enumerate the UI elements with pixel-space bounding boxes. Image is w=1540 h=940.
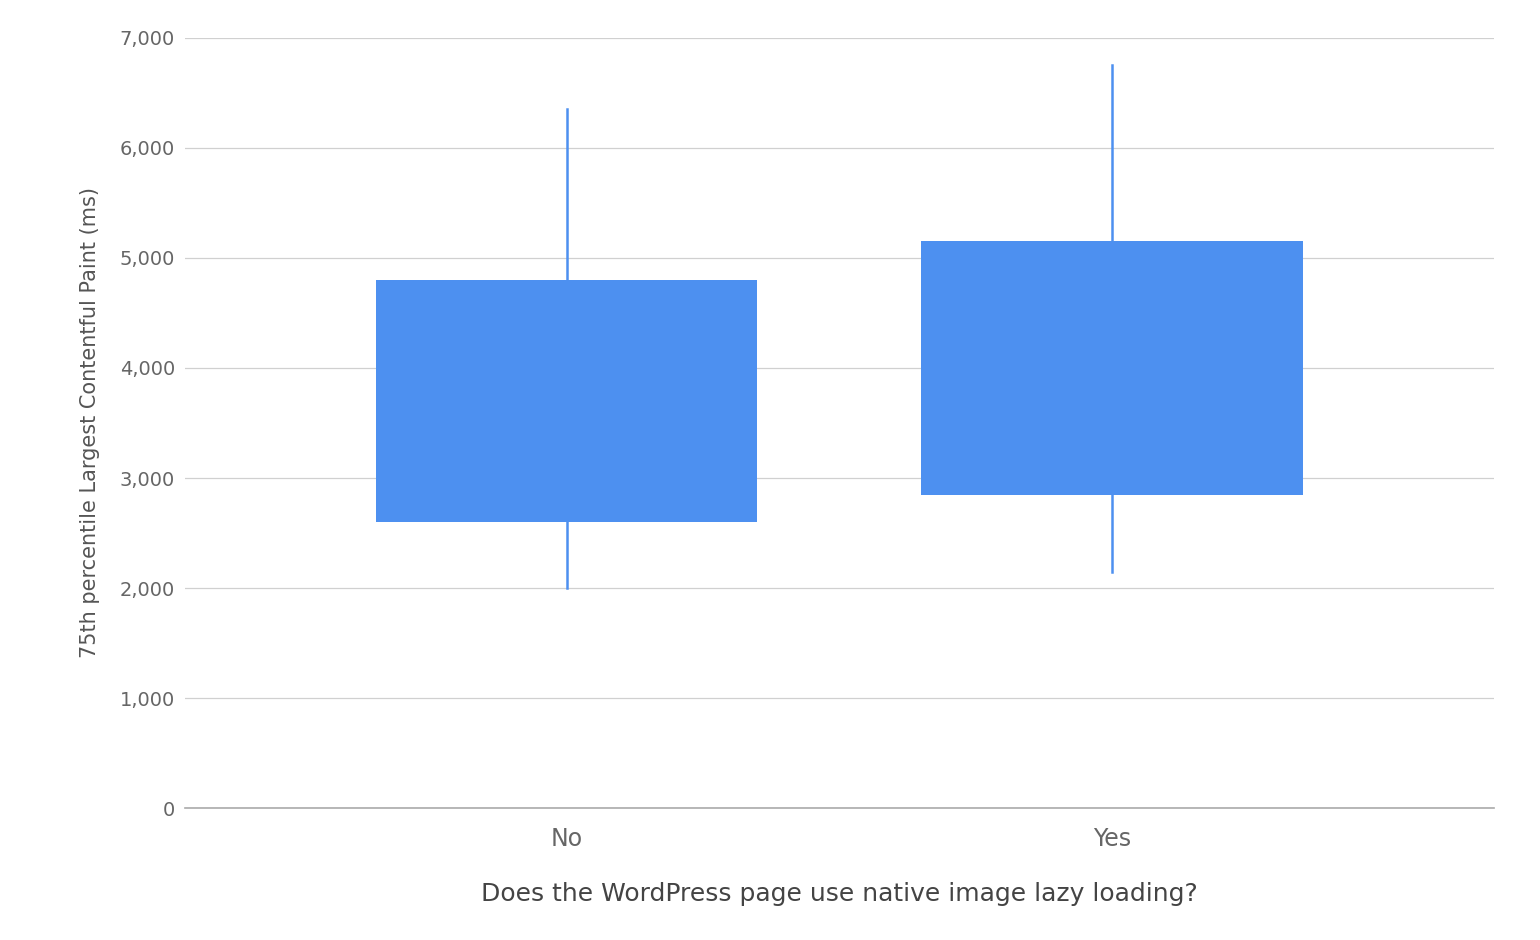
Bar bbox=[921, 242, 1303, 494]
Bar bbox=[376, 280, 758, 522]
Y-axis label: 75th percentile Largest Contentful Paint (ms): 75th percentile Largest Contentful Paint… bbox=[80, 187, 100, 659]
X-axis label: Does the WordPress page use native image lazy loading?: Does the WordPress page use native image… bbox=[480, 882, 1198, 906]
